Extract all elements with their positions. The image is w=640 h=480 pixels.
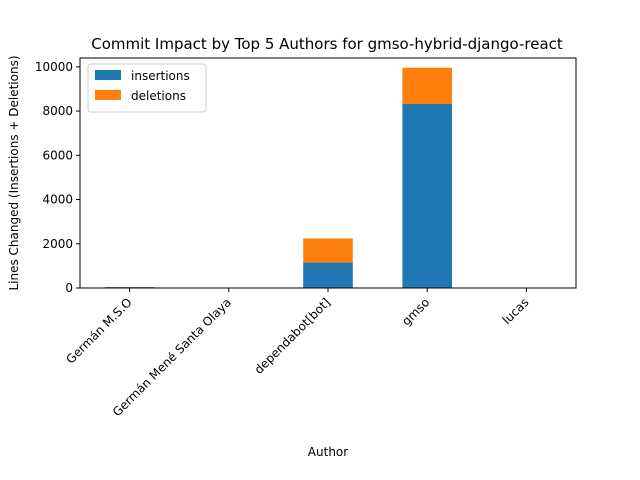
y-tick-label: 2000 xyxy=(42,237,73,251)
y-axis-label: Lines Changed (Insertions + Deletions) xyxy=(7,55,21,290)
legend-label-insertions: insertions xyxy=(131,69,190,83)
bars-group xyxy=(104,67,452,288)
legend-swatch-insertions xyxy=(95,70,121,80)
x-axis-label: Author xyxy=(308,445,348,459)
bar-deletions-3 xyxy=(402,67,452,104)
bar-insertions-2 xyxy=(303,262,353,288)
y-tick-label: 4000 xyxy=(42,193,73,207)
x-tick-label: gmso xyxy=(399,295,432,328)
y-tick-label: 6000 xyxy=(42,148,73,162)
y-tick-label: 0 xyxy=(65,281,73,295)
y-tick-label: 10000 xyxy=(35,60,73,74)
y-axis: 0 2000 4000 6000 8000 10000 xyxy=(35,60,80,295)
chart-title: Commit Impact by Top 5 Authors for gmso-… xyxy=(91,35,563,53)
bar-deletions-2 xyxy=(303,238,353,263)
legend-swatch-deletions xyxy=(95,90,121,100)
bar-insertions-3 xyxy=(402,104,452,288)
x-tick-label: dependabot[bot] xyxy=(252,295,334,377)
x-tick-label: Germán M.S.O xyxy=(63,295,134,366)
y-tick-label: 8000 xyxy=(42,104,73,118)
legend: insertions deletions xyxy=(87,63,207,113)
x-tick-label: lucas xyxy=(500,295,532,327)
x-tick-label: Germán Mené Santa Olaya xyxy=(110,295,234,419)
legend-label-deletions: deletions xyxy=(131,89,186,103)
